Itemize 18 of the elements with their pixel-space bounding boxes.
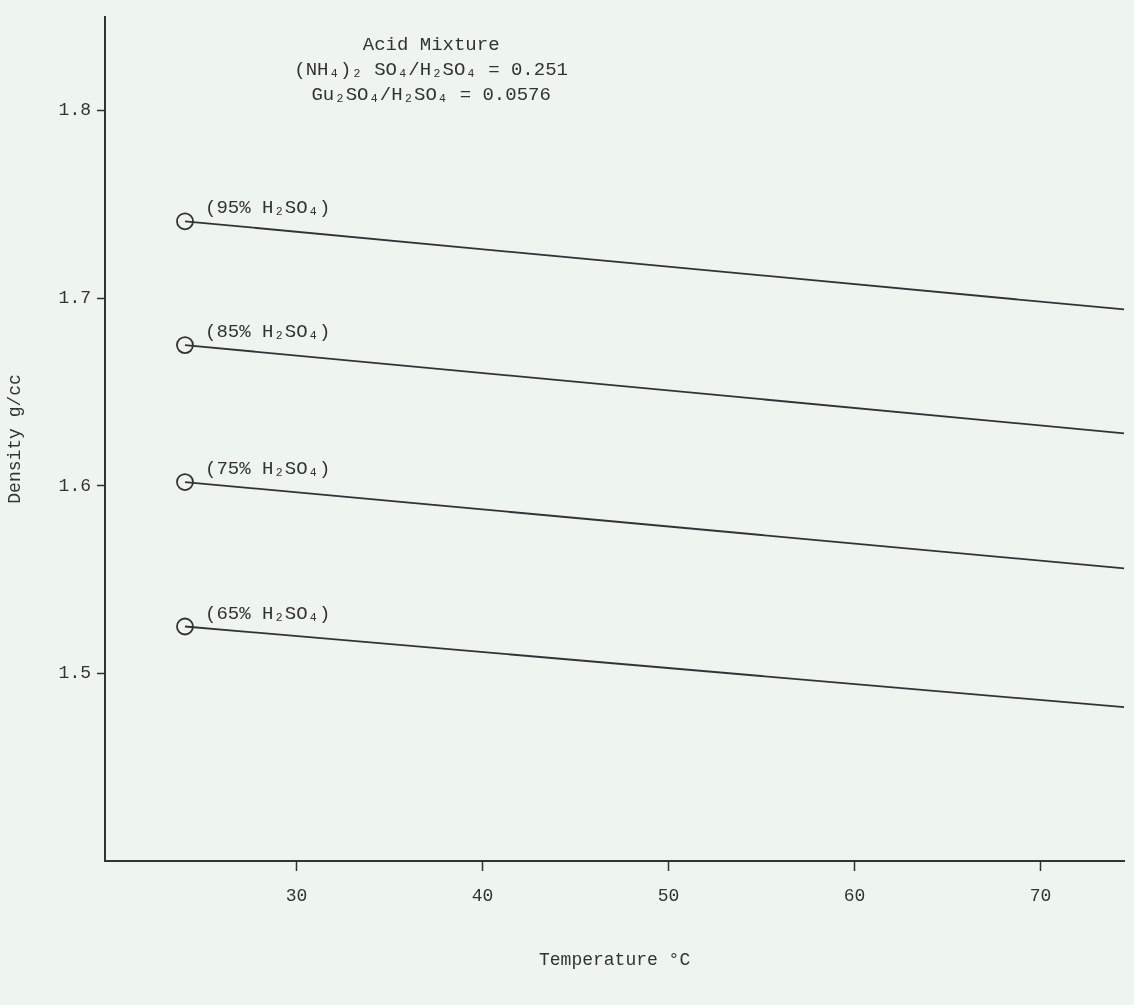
series-label: (85% H₂SO₄) [204,321,331,344]
y-tick-label: 1.6 [58,475,91,496]
text: Acid Mixture [362,33,500,56]
x-tick-label: 30 [285,885,308,906]
annotation: (NH₄)₂ SO₄/H₂SO₄ = 0.251 [294,58,568,81]
series-label: (65% H₂SO₄) [204,602,331,625]
series-label: (95% H₂SO₄) [204,197,331,220]
x-axis-title: Temperature °C [538,949,691,970]
annotation: Gu₂SO₄/H₂SO₄ = 0.0576 [311,83,551,106]
x-tick-label: 60 [843,885,866,906]
x-tick-label: 40 [471,885,494,906]
y-tick-label: 1.7 [58,287,91,308]
y-axis-title: Density g/cc [4,374,25,504]
x-tick-label: 70 [1029,885,1052,906]
y-tick-label: 1.8 [58,100,91,121]
series-label: (75% H₂SO₄) [204,458,331,481]
y-tick-label: 1.5 [58,663,91,684]
x-tick-label: 50 [657,885,680,906]
